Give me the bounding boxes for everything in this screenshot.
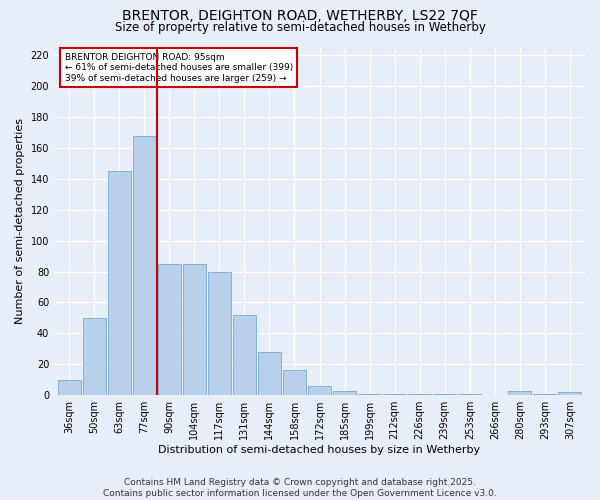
Y-axis label: Number of semi-detached properties: Number of semi-detached properties [15, 118, 25, 324]
Bar [233, 315, 256, 395]
Bar [458, 394, 481, 395]
Bar [358, 394, 381, 395]
Bar [383, 394, 406, 395]
Text: Size of property relative to semi-detached houses in Wetherby: Size of property relative to semi-detach… [115, 21, 485, 34]
Bar [133, 136, 156, 395]
X-axis label: Distribution of semi-detached houses by size in Wetherby: Distribution of semi-detached houses by … [158, 445, 481, 455]
Bar [283, 370, 306, 395]
Text: BRENTOR DEIGHTON ROAD: 95sqm
← 61% of semi-detached houses are smaller (399)
39%: BRENTOR DEIGHTON ROAD: 95sqm ← 61% of se… [65, 52, 293, 82]
Bar [158, 264, 181, 395]
Bar [333, 390, 356, 395]
Bar [508, 390, 532, 395]
Bar [559, 392, 581, 395]
Text: BRENTOR, DEIGHTON ROAD, WETHERBY, LS22 7QF: BRENTOR, DEIGHTON ROAD, WETHERBY, LS22 7… [122, 9, 478, 23]
Bar [183, 264, 206, 395]
Bar [308, 386, 331, 395]
Bar [533, 394, 556, 395]
Bar [107, 171, 131, 395]
Text: Contains HM Land Registry data © Crown copyright and database right 2025.
Contai: Contains HM Land Registry data © Crown c… [103, 478, 497, 498]
Bar [83, 318, 106, 395]
Bar [408, 394, 431, 395]
Bar [58, 380, 80, 395]
Bar [433, 394, 456, 395]
Bar [258, 352, 281, 395]
Bar [208, 272, 231, 395]
